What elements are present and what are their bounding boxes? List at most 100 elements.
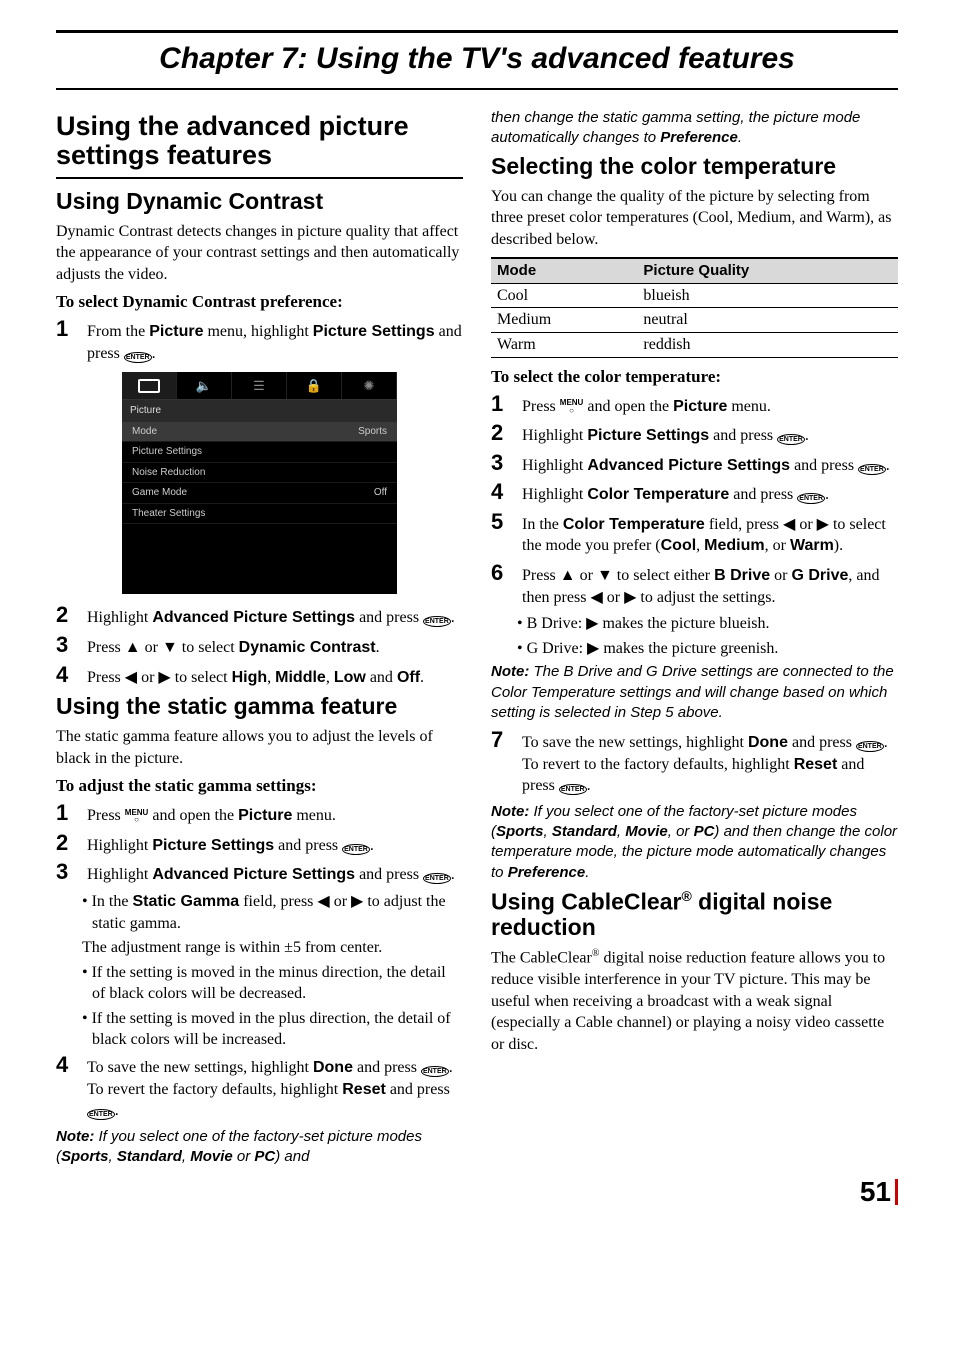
cell: Warm xyxy=(491,332,637,357)
text: Using CableClear xyxy=(491,889,681,915)
g-step-2: 2 Highlight Picture Settings and press E… xyxy=(56,832,463,857)
text: Color Temperature xyxy=(587,486,729,503)
dc-step-1: 1 From the Picture menu, highlight Pictu… xyxy=(56,318,463,364)
text: and press xyxy=(709,427,777,444)
right-icon: ▶ xyxy=(624,589,636,606)
label: Noise Reduction xyxy=(132,466,205,480)
step-number: 5 xyxy=(491,511,515,533)
text: Press xyxy=(522,567,560,584)
text: G Drive xyxy=(791,567,848,584)
text: Press xyxy=(522,398,560,415)
text: To save the new settings, highlight xyxy=(522,734,748,751)
text: The B Drive and G Drive settings are con… xyxy=(491,663,894,721)
heading-dynamic-contrast: Using Dynamic Contrast xyxy=(56,189,463,215)
osd-section-label: Picture xyxy=(122,400,397,422)
enter-icon: ENTER xyxy=(124,352,152,363)
text: Warm xyxy=(790,537,834,554)
text: Static Gamma xyxy=(132,893,239,910)
value: Sports xyxy=(358,425,387,439)
text: menu, highlight xyxy=(203,323,312,340)
dc-step-4: 4 Press ◀ or ▶ to select High, Middle, L… xyxy=(56,664,463,689)
text: Off xyxy=(397,669,420,686)
g-minus: • If the setting is moved in the minus d… xyxy=(82,962,463,1005)
cell: blueish xyxy=(637,283,898,308)
right-icon: ▶ xyxy=(817,516,829,533)
text: Highlight xyxy=(87,866,152,883)
text: , xyxy=(326,669,334,686)
section-advanced-picture: Using the advanced picture settings feat… xyxy=(56,112,463,179)
osd-row-theater-settings: Theater Settings xyxy=(122,504,397,525)
g-step-3-sub: • In the Static Gamma field, press ◀ or … xyxy=(82,891,463,934)
dynamic-contrast-intro: Dynamic Contrast detects changes in pict… xyxy=(56,221,463,286)
right-icon: ▶ xyxy=(158,669,170,686)
left-icon: ◀ xyxy=(317,893,329,910)
text: , xyxy=(267,669,275,686)
step-number: 3 xyxy=(56,861,80,883)
text: or xyxy=(330,893,351,910)
text: field, press xyxy=(239,893,317,910)
g-plus: • If the setting is moved in the plus di… xyxy=(82,1008,463,1051)
step-number: 2 xyxy=(56,832,80,854)
text: The CableClear xyxy=(491,949,592,966)
text: Preference xyxy=(660,129,738,146)
text: to select xyxy=(178,639,239,656)
note-label: Note: xyxy=(491,803,529,820)
text: and press xyxy=(729,486,797,503)
enter-icon: ENTER xyxy=(87,1109,115,1120)
right-icon: ▶ xyxy=(586,615,598,632)
note-label: Note: xyxy=(56,1128,94,1145)
enter-icon: ENTER xyxy=(421,1066,449,1077)
text: . xyxy=(585,864,589,881)
note-drives: Note: The B Drive and G Drive settings a… xyxy=(491,662,898,723)
osd-menu: 🔈 ☰ 🔒 ✺ Picture ModeSports Picture Setti… xyxy=(122,372,397,594)
text: Reset xyxy=(342,1081,386,1098)
text: , xyxy=(109,1148,117,1165)
tab-setup-icon: ✺ xyxy=(342,372,397,399)
text: , xyxy=(617,823,625,840)
down-icon: ▼ xyxy=(162,639,178,656)
text: Press xyxy=(87,669,125,686)
text: To save the new settings, highlight xyxy=(87,1059,313,1076)
text: Picture xyxy=(238,807,292,824)
text: menu. xyxy=(727,398,771,415)
text: Press xyxy=(87,807,125,824)
left-icon: ◀ xyxy=(125,669,137,686)
text: From the xyxy=(87,323,149,340)
label: Theater Settings xyxy=(132,507,205,521)
text: makes the picture greenish. xyxy=(599,640,778,657)
text: Done xyxy=(313,1059,353,1076)
g-step-3: 3 Highlight Advanced Picture Settings an… xyxy=(56,861,463,886)
heading-cableclear: Using CableClear® digital noise reductio… xyxy=(491,889,898,941)
text: Reset xyxy=(794,756,838,773)
cell: Medium xyxy=(491,308,637,333)
text: Highlight xyxy=(522,457,587,474)
page-number-bar xyxy=(895,1179,898,1205)
text: Sports xyxy=(496,823,544,840)
text: and press xyxy=(355,609,423,626)
ct-to-select: To select the color temperature: xyxy=(491,366,898,389)
ct-step-1: 1 Press MENU and open the Picture menu. xyxy=(491,393,898,418)
tab-audio-icon: 🔈 xyxy=(177,372,232,399)
text: Low xyxy=(334,669,366,686)
page-number: 51 xyxy=(56,1173,898,1211)
text: and press xyxy=(386,1081,450,1098)
step-number: 1 xyxy=(491,393,515,415)
text: and press xyxy=(790,457,858,474)
text: , xyxy=(544,823,552,840)
ct-bdrive: • B Drive: ▶ makes the picture blueish. xyxy=(517,613,898,635)
text: Standard xyxy=(552,823,617,840)
cableclear-intro: The CableClear® digital noise reduction … xyxy=(491,947,898,1055)
enter-icon: ENTER xyxy=(423,616,451,627)
step-number: 1 xyxy=(56,802,80,824)
label: Game Mode xyxy=(132,486,187,500)
ct-gdrive: • G Drive: ▶ makes the picture greenish. xyxy=(517,638,898,660)
left-icon: ◀ xyxy=(783,516,795,533)
text: ). xyxy=(834,537,843,554)
text: Done xyxy=(748,734,788,751)
gamma-intro: The static gamma feature allows you to a… xyxy=(56,726,463,769)
text: Standard xyxy=(117,1148,182,1165)
text: ) and xyxy=(275,1148,309,1165)
step-number: 4 xyxy=(491,481,515,503)
tab-lock-icon: 🔒 xyxy=(287,372,342,399)
heading-static-gamma: Using the static gamma feature xyxy=(56,694,463,720)
